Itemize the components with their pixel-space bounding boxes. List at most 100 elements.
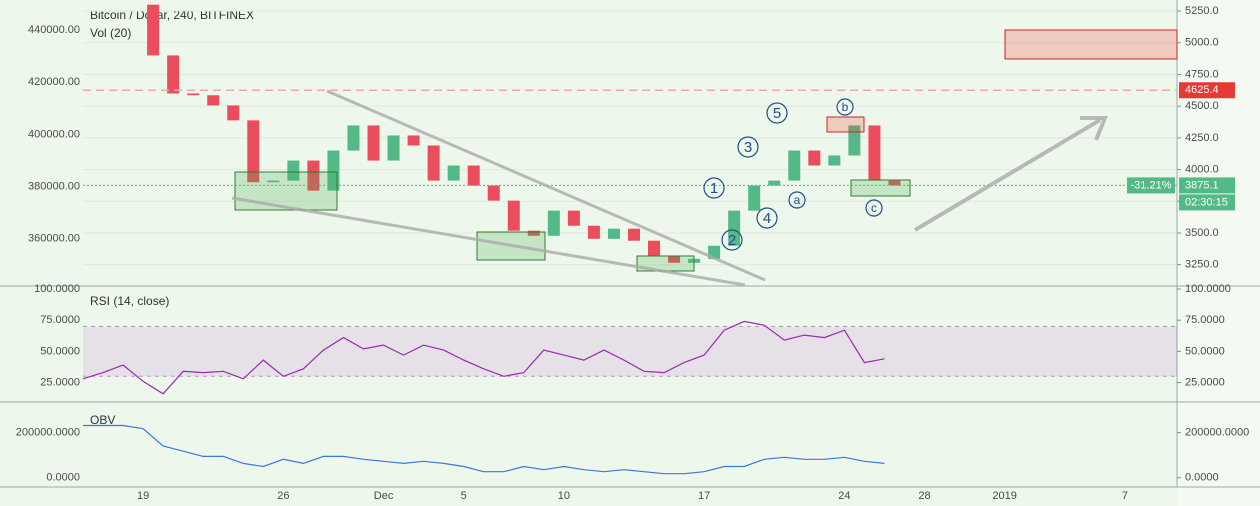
- target-box: [1004, 29, 1178, 60]
- y-tick-label: 5000.0: [1185, 37, 1219, 49]
- x-tick-label: 28: [918, 490, 930, 502]
- change-label: -31.21%: [1131, 179, 1172, 191]
- y-tick-label-left: 200000.0000: [16, 427, 80, 439]
- wave-label: a: [794, 193, 801, 207]
- y-tick-label: 4250.0: [1185, 132, 1219, 144]
- candle: [287, 160, 300, 181]
- indicator-line: [83, 424, 885, 475]
- candle: [728, 210, 741, 246]
- x-tick-label: 26: [277, 490, 289, 502]
- candle: [327, 150, 340, 191]
- candle: [267, 180, 280, 183]
- candle: [147, 4, 160, 56]
- countdown-label: 02:30:15: [1185, 196, 1228, 208]
- wave-label: 2: [728, 232, 736, 249]
- candle: [828, 155, 841, 166]
- trend-line: [231, 196, 746, 287]
- candle: [848, 125, 861, 156]
- candle: [808, 150, 821, 166]
- candle: [567, 210, 580, 226]
- candle: [347, 125, 360, 151]
- candle: [247, 120, 260, 183]
- x-tick-label: 5: [461, 490, 467, 502]
- y-tick-label: 200000.0000: [1185, 427, 1249, 439]
- wave-label: 3: [744, 139, 752, 156]
- y-tick-label: 4000.0: [1185, 163, 1219, 175]
- y-tick-label: 75.0000: [1185, 314, 1225, 326]
- y2-tick-label: 420000.00: [28, 76, 80, 88]
- candle: [467, 165, 480, 186]
- candle: [768, 180, 781, 186]
- y-tick-label: 50.0000: [1185, 345, 1225, 357]
- y-tick-label-left: 75.0000: [40, 314, 80, 326]
- x-tick-label: 24: [838, 490, 850, 502]
- candle: [648, 240, 661, 256]
- wave-circle: [836, 98, 854, 116]
- y2-tick-label: 380000.00: [28, 181, 80, 193]
- y-tick-label: 3250.0: [1185, 259, 1219, 271]
- candle: [888, 180, 901, 186]
- obv-title: OBV: [90, 413, 115, 427]
- wave-circle: [737, 136, 759, 158]
- candle: [167, 55, 180, 94]
- wave-label: 4: [763, 210, 771, 227]
- drawings: [231, 29, 1178, 287]
- y-tick-label: 0.0000: [1185, 472, 1219, 484]
- price-badge-label: 4625.4: [1185, 84, 1219, 96]
- forecast-arrow: [913, 118, 1102, 232]
- candle: [427, 145, 440, 181]
- y-tick-label: 3500.0: [1185, 227, 1219, 239]
- candle: [507, 200, 520, 231]
- y2-tick-label: 360000.00: [28, 233, 80, 245]
- candle: [187, 93, 200, 96]
- wave-label: 5: [773, 105, 781, 122]
- y2-tick-label: 400000.00: [28, 128, 80, 140]
- candle: [527, 230, 540, 236]
- wave-label: 1: [710, 180, 718, 197]
- x-tick-label: 2019: [992, 490, 1016, 502]
- candle: [487, 185, 500, 201]
- zone-box: [826, 116, 865, 133]
- y2-tick-label: 440000.00: [28, 24, 80, 36]
- price-badge: [1179, 82, 1235, 99]
- y-tick-label-left: 0.0000: [46, 472, 80, 484]
- wave-circle: [865, 199, 883, 217]
- candle: [227, 105, 240, 121]
- candle: [307, 160, 320, 191]
- x-tick-label: 7: [1122, 490, 1128, 502]
- wave-circle: [756, 207, 778, 229]
- x-tick-label: 10: [558, 490, 570, 502]
- wave-circle: [788, 191, 806, 209]
- candle: [387, 135, 400, 161]
- y-tick-label: 25.0000: [1185, 376, 1225, 388]
- candle: [748, 185, 761, 211]
- arrow-head: [1080, 116, 1108, 141]
- rsi-band: [83, 326, 1177, 377]
- wave-circle: [721, 229, 743, 251]
- trend-line: [326, 89, 766, 282]
- candle: [407, 135, 420, 146]
- y-tick-label: 100.0000: [1185, 283, 1231, 295]
- y-tick-label: 4500.0: [1185, 100, 1219, 112]
- x-tick-label: 17: [698, 490, 710, 502]
- last-price-label: 3875.1: [1185, 179, 1219, 191]
- candle: [868, 125, 881, 181]
- candle: [447, 165, 460, 181]
- wave-circle: [766, 102, 788, 124]
- candle: [668, 255, 681, 263]
- wave-label: c: [871, 201, 877, 215]
- y-tick-label-left: 25.0000: [40, 376, 80, 388]
- y-tick-label: 4750.0: [1185, 68, 1219, 80]
- rsi-title: RSI (14, close): [90, 294, 169, 308]
- x-tick-label: 19: [137, 490, 149, 502]
- wave-label: b: [842, 100, 849, 114]
- y-tick-label-left: 100.0000: [34, 283, 80, 295]
- candle: [587, 225, 600, 239]
- zone-box: [850, 179, 911, 197]
- y-tick-label: 5250.0: [1185, 5, 1219, 17]
- wave-circle: [703, 177, 725, 199]
- volume-label: Vol (20): [90, 26, 131, 40]
- candle: [367, 125, 380, 161]
